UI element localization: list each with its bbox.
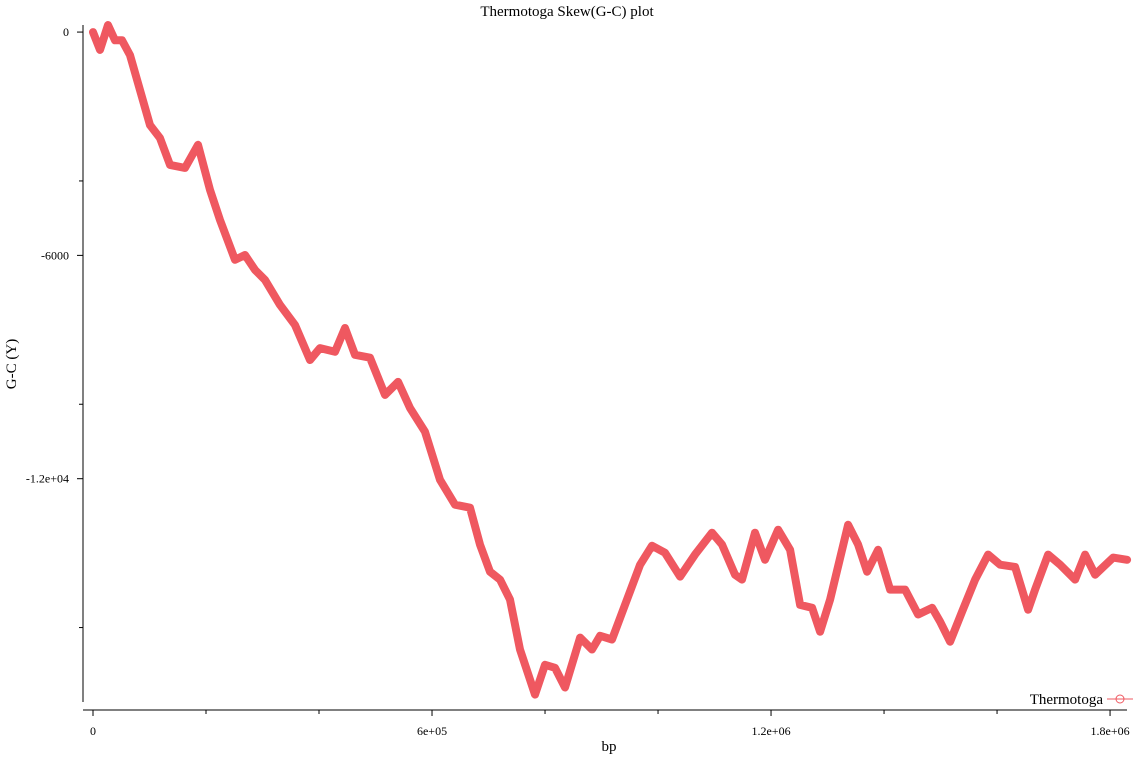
- legend-marker: [1115, 694, 1125, 704]
- x-tick-label: 1.2e+06: [751, 724, 790, 738]
- x-tick-label: 1.8e+06: [1091, 724, 1130, 738]
- y-tick-label: -1.2e+04: [26, 472, 69, 486]
- x-tick-label: 0: [90, 724, 96, 738]
- data-line: [89, 21, 1132, 699]
- y-axis-label: G-C (Y): [4, 339, 20, 389]
- x-tick-label: 6e+05: [417, 724, 447, 738]
- y-tick-label: 0: [63, 25, 69, 39]
- chart-title: Thermotoga Skew(G-C) plot: [480, 4, 654, 20]
- legend-label: Thermotoga: [1030, 692, 1104, 708]
- y-tick-label: -6000: [41, 248, 69, 262]
- x-axis-label: bp: [602, 739, 617, 755]
